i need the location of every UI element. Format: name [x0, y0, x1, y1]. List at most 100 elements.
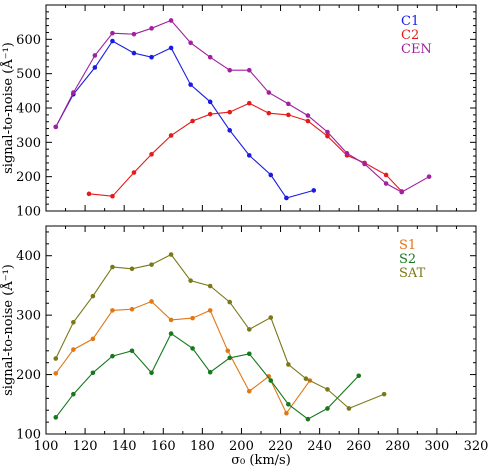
data-point-sat	[286, 362, 291, 367]
top-y-axis-label: signal-to-noise (Å⁻¹)	[0, 42, 16, 174]
data-point-s1	[190, 315, 195, 321]
bottom-x-tick-label: 220	[268, 439, 293, 454]
legend-label-cen: CEN	[401, 42, 432, 57]
data-point-c2	[86, 191, 92, 197]
data-point-s2	[53, 415, 59, 420]
data-point-sat	[325, 387, 330, 392]
data-point-s2	[207, 369, 213, 375]
bottom-x-tick-label: 240	[307, 439, 332, 454]
bottom-x-tick-label: 180	[190, 439, 215, 454]
data-point-s2	[268, 378, 274, 383]
data-point-c1	[207, 99, 213, 105]
bottom-x-tick-label: 300	[424, 439, 449, 454]
data-point-sat	[129, 266, 135, 272]
data-point-s1	[129, 306, 135, 312]
top-y-tick-label: 300	[16, 136, 41, 151]
bottom-y-tick-label: 300	[16, 309, 41, 324]
bottom-series-group	[53, 252, 387, 422]
data-point-sat	[188, 278, 193, 283]
data-point-cen	[227, 67, 233, 73]
data-point-cen	[286, 101, 291, 107]
data-point-cen	[53, 124, 59, 130]
data-point-sat	[246, 327, 252, 332]
data-point-s2	[356, 373, 362, 379]
bottom-x-tick-label: 120	[73, 439, 98, 454]
top-series-c1	[53, 38, 317, 201]
data-point-c1	[92, 65, 98, 70]
data-point-c1	[131, 50, 137, 56]
data-point-s2	[71, 391, 76, 397]
top-y-tick-label: 100	[16, 205, 41, 220]
data-point-s1	[90, 336, 96, 342]
top-y-tick-label: 600	[16, 33, 41, 48]
data-point-s2	[129, 348, 135, 354]
data-point-c2	[149, 152, 154, 157]
data-point-s1	[110, 308, 115, 313]
data-point-s2	[90, 370, 96, 376]
data-point-s2	[149, 370, 154, 376]
bottom-series-s1	[53, 299, 313, 416]
bottom-ticks	[45, 226, 477, 435]
data-point-cen	[266, 90, 272, 95]
data-point-s2	[305, 416, 311, 422]
data-point-c1	[227, 128, 233, 133]
data-point-c2	[325, 133, 330, 139]
data-point-cen	[188, 40, 193, 46]
data-point-s1	[168, 317, 174, 323]
top-ticks	[45, 4, 477, 212]
data-point-c2	[168, 133, 174, 138]
data-point-s2	[227, 355, 233, 361]
data-point-sat	[71, 319, 76, 325]
data-point-cen	[168, 18, 174, 23]
data-point-s1	[284, 410, 289, 416]
bottom-x-tick-label: 280	[385, 439, 410, 454]
x-axis-label: σ₀ (km/s)	[231, 453, 291, 468]
legend-label-s2: S2	[399, 252, 416, 267]
bottom-y-axis-label: signal-to-noise (Å⁻¹)	[0, 264, 16, 396]
data-point-cen	[149, 26, 154, 31]
data-point-cen	[207, 54, 213, 60]
legend-label-sat: SAT	[399, 266, 426, 281]
data-point-s1	[266, 374, 272, 379]
data-point-s2	[325, 406, 330, 411]
legend-label-c2: C2	[401, 28, 419, 43]
bottom-panel: 100 200 300 400 100 120 140 160 180 200 220 240 260 2…	[0, 225, 488, 468]
data-point-s2	[286, 401, 291, 407]
data-point-sat	[207, 283, 213, 289]
legend-label-c1: C1	[401, 14, 419, 29]
series-line-s1	[55, 300, 311, 415]
data-point-cen	[344, 151, 350, 156]
data-point-cen	[383, 181, 389, 186]
data-point-cen	[426, 174, 432, 179]
data-point-c2	[131, 170, 137, 175]
data-point-c2	[305, 118, 311, 124]
data-point-cen	[362, 161, 367, 167]
data-point-s1	[71, 347, 76, 352]
bottom-y-tick-label: 400	[16, 249, 41, 264]
top-tick-labels: 100 200 300 400 500 600	[16, 33, 41, 220]
legend-label-s1: S1	[399, 238, 416, 253]
data-point-sat	[381, 391, 387, 397]
top-y-tick-label: 400	[16, 102, 41, 117]
data-point-sat	[53, 356, 59, 361]
data-point-cen	[246, 67, 252, 73]
data-point-c2	[227, 109, 233, 115]
data-point-cen	[305, 113, 311, 118]
data-point-sat	[303, 376, 309, 382]
bottom-y-tick-label: 200	[16, 368, 41, 383]
data-point-sat	[346, 406, 352, 411]
data-point-c1	[311, 188, 317, 193]
bottom-tick-labels: 100 200 300 400 100 120 140 160 180 200 220 240 260 2…	[16, 249, 488, 454]
data-point-s2	[168, 331, 174, 336]
data-point-sat	[168, 252, 174, 257]
series-line-s2	[55, 332, 360, 420]
data-point-cen	[399, 189, 405, 195]
data-point-cen	[71, 90, 76, 95]
data-point-c2	[383, 172, 389, 178]
bottom-x-tick-label: 320	[464, 439, 489, 454]
data-point-cen	[92, 53, 98, 58]
data-point-sat	[268, 315, 274, 320]
data-point-c1	[268, 172, 274, 178]
